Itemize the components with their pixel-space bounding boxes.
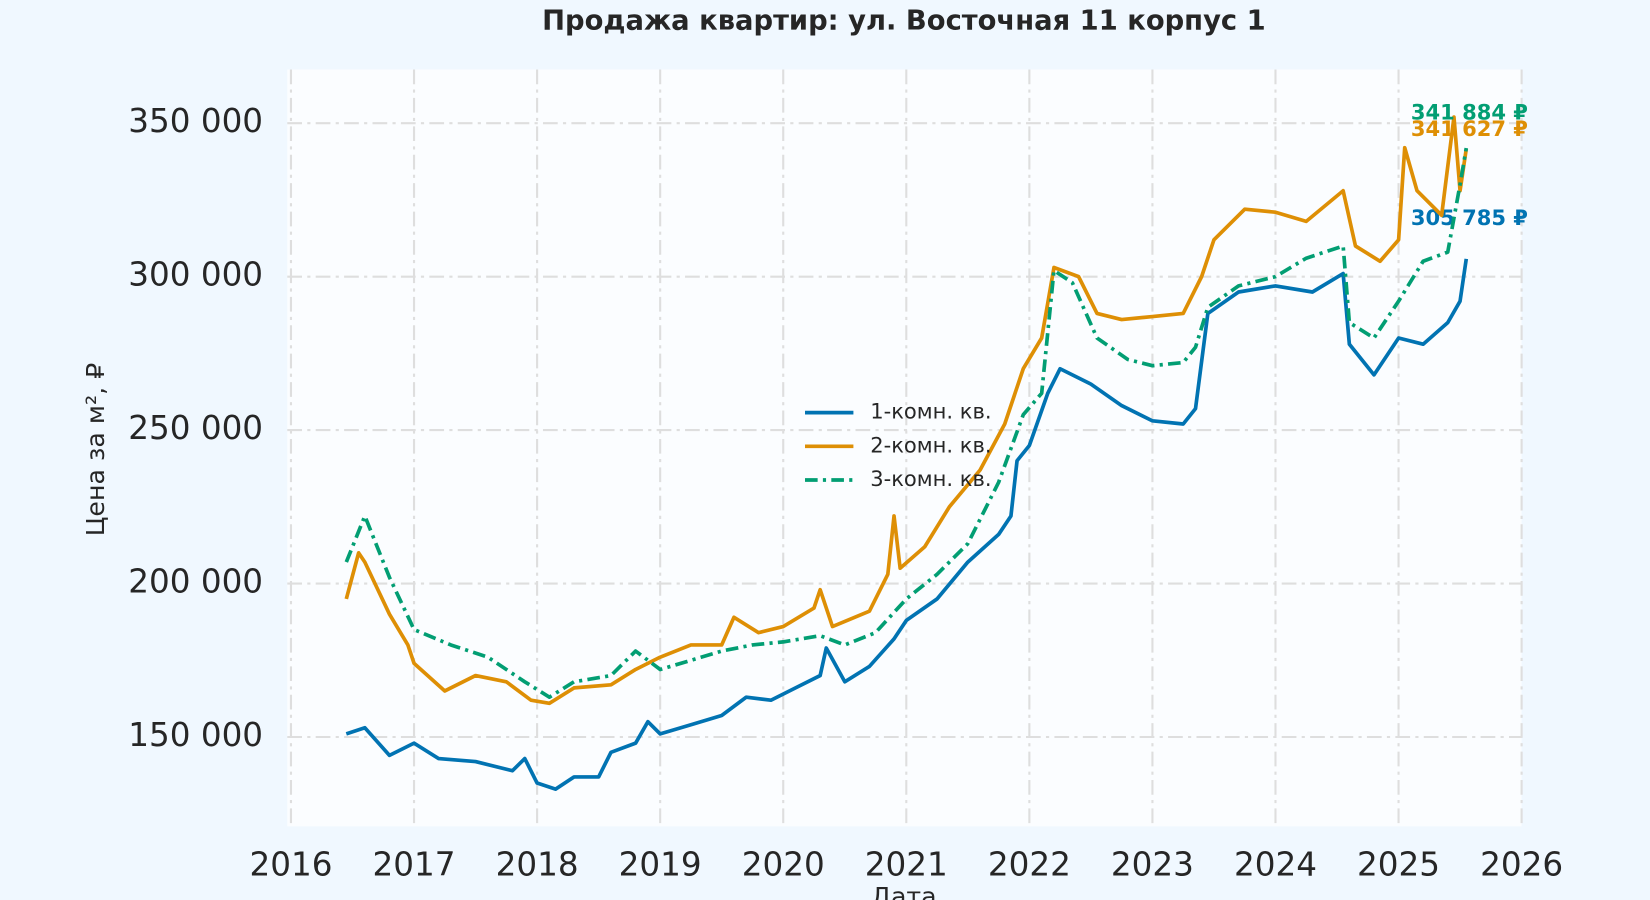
x-tick-label: 2019	[619, 845, 702, 883]
legend-label: 1-комн. кв.	[870, 399, 991, 424]
x-tick-label: 2022	[988, 845, 1071, 883]
x-tick-label: 2021	[865, 845, 948, 883]
series-line	[344, 147, 1469, 699]
x-tick-label: 2026	[1480, 845, 1563, 883]
y-tick-label: 250 000	[128, 409, 263, 447]
value-label: 305 785 ₽	[1411, 205, 1528, 230]
x-tick-label: 2023	[1111, 845, 1194, 883]
legend-label: 2-комн. кв.	[870, 432, 991, 457]
y-tick-label: 300 000	[128, 256, 263, 294]
chart-title: Продажа квартир: ул. Восточная 11 корпус…	[542, 6, 1266, 37]
legend-label: 3-комн. кв.	[870, 466, 991, 491]
series-line	[345, 258, 1469, 791]
x-tick-label: 2024	[1234, 845, 1317, 883]
x-tick-label: 2017	[373, 845, 456, 883]
y-axis-label: Цена за м², ₽	[81, 363, 110, 536]
x-axis-label: Дата	[871, 882, 936, 900]
value-label: 341 884 ₽	[1411, 99, 1528, 124]
x-tick-label: 2016	[249, 845, 332, 883]
y-tick-label: 150 000	[128, 716, 263, 754]
series-line	[344, 115, 1469, 706]
plot-area	[287, 69, 1522, 827]
y-tick-label: 200 000	[128, 563, 263, 601]
x-tick-label: 2020	[742, 845, 825, 883]
y-tick-label: 350 000	[128, 102, 263, 140]
x-tick-label: 2025	[1357, 845, 1440, 883]
x-tick-label: 2018	[496, 845, 579, 883]
value-label: 341 627 ₽	[1411, 116, 1528, 141]
